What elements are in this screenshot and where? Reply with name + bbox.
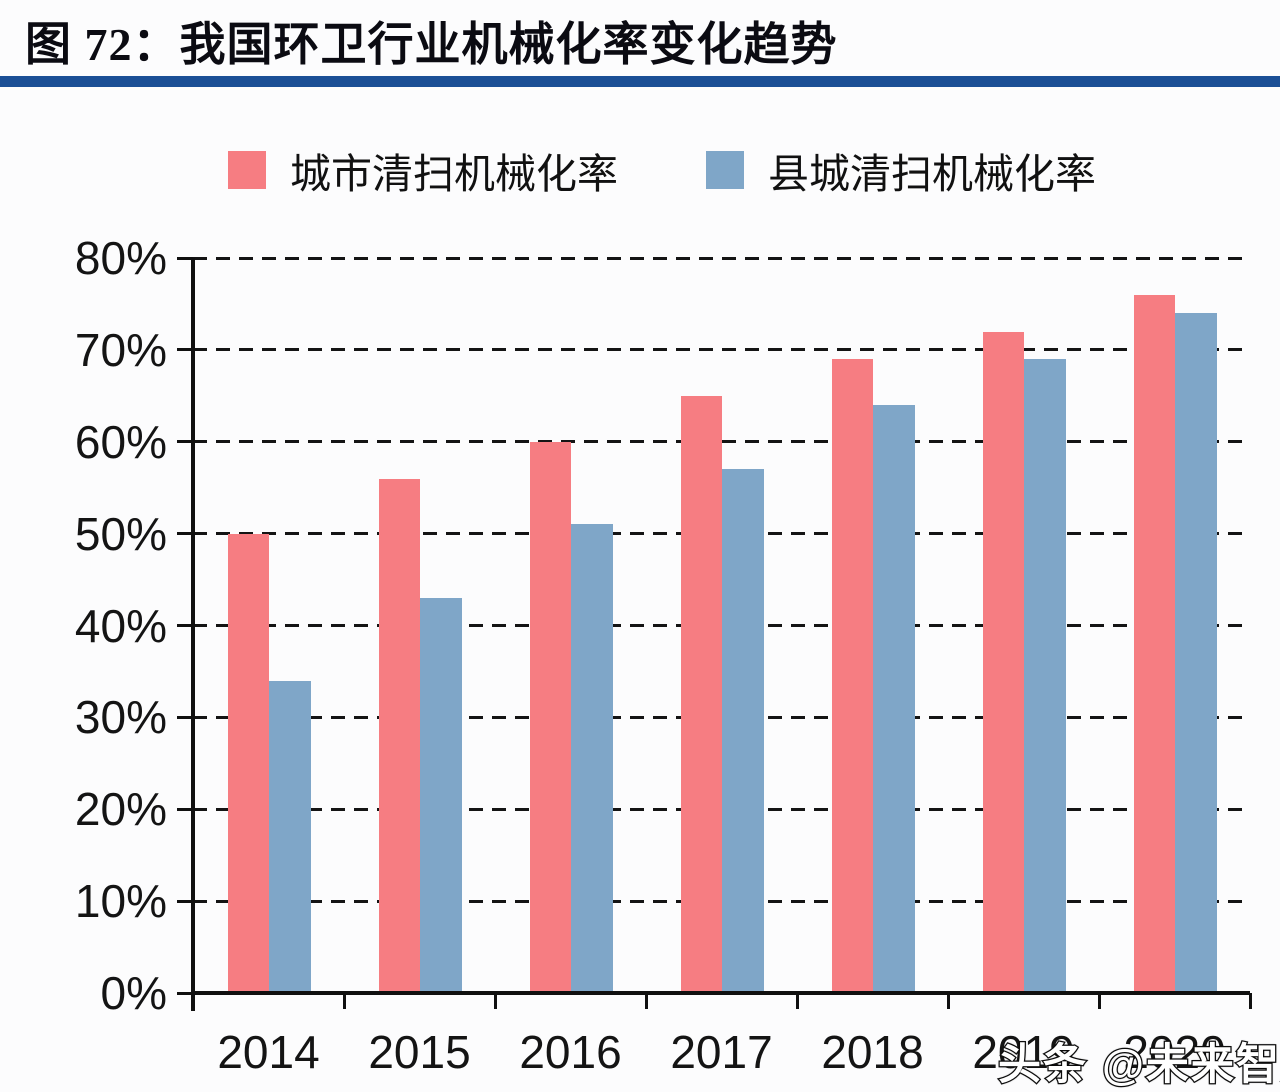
x-axis-label-2018: 2018 [821, 1026, 924, 1078]
bar-s1-2014 [268, 680, 311, 993]
y-tick-label-80: 80% [74, 232, 167, 284]
bar-s1-2019 [1023, 359, 1066, 993]
y-tick-label-50: 50% [74, 507, 167, 560]
bar-s1-2016 [570, 524, 613, 993]
y-grid-line-70 [193, 348, 1250, 352]
y-tick-40 [177, 624, 193, 627]
bar-s0-2020 [1133, 294, 1175, 993]
legend-item-1: 县城清扫机械化率 [706, 140, 1096, 200]
legend-label-1: 县城清扫机械化率 [768, 151, 1096, 197]
bar-s0-2019 [982, 331, 1024, 993]
x-axis-label-2020: 2020 [1123, 1026, 1226, 1078]
y-tick-30 [177, 715, 193, 719]
x-tick-2018 [795, 993, 799, 1009]
x-tick-right-edge [1248, 993, 1252, 1009]
watermark: 头条 @未来智库 [997, 1040, 1280, 1091]
legend-swatch-1 [706, 151, 744, 189]
y-tick-0 [177, 991, 193, 995]
bar-s1-2018 [872, 405, 915, 993]
x-tick-2015 [342, 993, 346, 1009]
x-tick-2016 [493, 993, 497, 1009]
chart-legend: 城市清扫机械化率 县城清扫机械化率 [228, 140, 1096, 200]
y-tick-10 [177, 899, 193, 903]
bar-s1-2017 [721, 469, 764, 993]
y-tick-label-20: 20% [74, 783, 167, 836]
x-tick-2020 [1097, 993, 1101, 1009]
y-tick-label-60: 60% [74, 415, 167, 468]
bar-s1-2020 [1174, 313, 1217, 993]
legend-label-0: 城市清扫机械化率 [290, 151, 618, 197]
y-tick-60 [177, 440, 193, 444]
y-tick-80 [177, 256, 193, 260]
x-axis-label-2017: 2017 [670, 1026, 773, 1078]
y-tick-label-70: 70% [74, 323, 167, 376]
y-tick-70 [177, 348, 193, 352]
y-axis-line [191, 258, 195, 1011]
y-tick-label-30: 30% [74, 691, 167, 744]
page-title: 图 72：我国环卫行业机械化率变化趋势 [25, 19, 838, 70]
x-axis-line [193, 991, 1250, 995]
x-axis-label-2016: 2016 [519, 1026, 622, 1078]
y-tick-label-0: 0% [100, 967, 167, 1019]
y-tick-50 [177, 532, 193, 536]
y-tick-label-40: 40% [74, 599, 167, 652]
y-tick-20 [177, 807, 193, 811]
x-tick-2014 [191, 993, 195, 1009]
x-axis-label-2014: 2014 [217, 1026, 320, 1078]
x-axis-label-2019: 2019 [972, 1026, 1075, 1078]
y-grid-line-80 [193, 256, 1250, 260]
title-accent-rule [0, 76, 1280, 87]
x-tick-2019 [946, 993, 950, 1009]
legend-item-0: 城市清扫机械化率 [228, 140, 618, 200]
bar-s0-2016 [529, 441, 571, 993]
bar-s0-2017 [680, 395, 722, 993]
bar-s1-2015 [419, 597, 462, 993]
x-axis-label-2015: 2015 [368, 1026, 471, 1078]
y-grid-line-60 [193, 440, 1250, 444]
x-tick-2017 [644, 993, 648, 1009]
bar-s0-2014 [227, 533, 269, 993]
legend-swatch-0 [228, 151, 266, 189]
bar-s0-2018 [831, 359, 873, 993]
bar-s0-2015 [378, 478, 420, 993]
y-tick-label-10: 10% [74, 875, 167, 928]
